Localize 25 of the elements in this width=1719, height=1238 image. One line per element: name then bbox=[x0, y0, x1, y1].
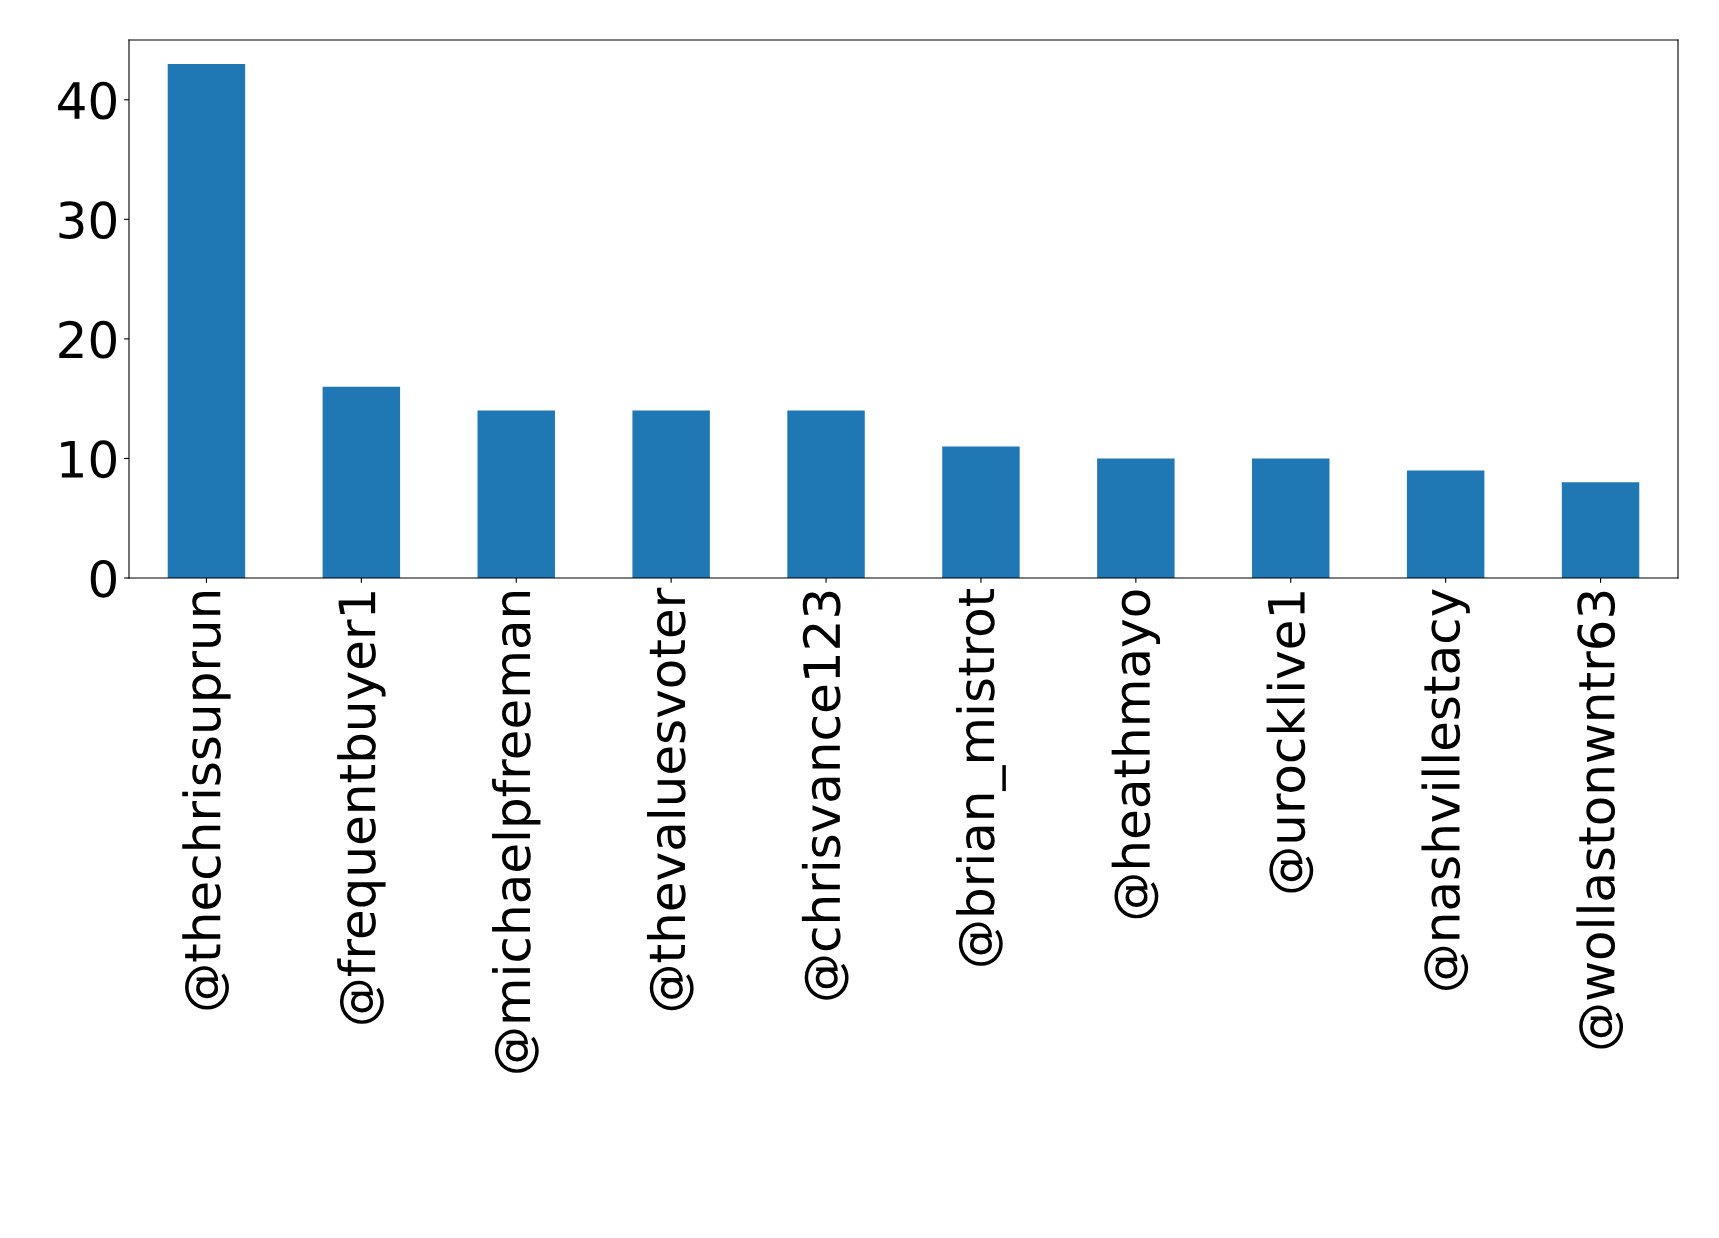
x-tick-label: @urocklive1 bbox=[1266, 592, 1314, 893]
x-tick-label: @chrisvance123 bbox=[801, 591, 849, 1000]
bar bbox=[477, 410, 555, 578]
x-tick-label: @thevaluesvoter bbox=[646, 587, 694, 1011]
x-tick-label: @frequentbuyer1 bbox=[337, 592, 386, 1024]
bar bbox=[632, 410, 710, 578]
y-tick-label: 40 bbox=[58, 81, 116, 120]
y-tick-label: 10 bbox=[61, 440, 116, 479]
bar bbox=[1561, 482, 1640, 578]
bar bbox=[1097, 458, 1175, 578]
x-tick-label: @brian_mistrot bbox=[956, 588, 1006, 966]
bar bbox=[1406, 470, 1485, 578]
bar bbox=[1252, 458, 1330, 578]
y-tick-label: 30 bbox=[59, 201, 116, 240]
x-tick-label: @thechrissuprun bbox=[182, 591, 231, 1010]
x-tick-label: @michaelpfreeman bbox=[492, 591, 541, 1073]
x-tick-label: @wollastonwntr63 bbox=[1576, 591, 1624, 1049]
x-tick-label: @nashvillestacy bbox=[1421, 589, 1470, 990]
bar bbox=[787, 410, 865, 578]
bar bbox=[167, 63, 246, 578]
bar bbox=[942, 446, 1020, 578]
bar bbox=[322, 386, 401, 578]
y-tick-label: 20 bbox=[59, 320, 116, 359]
y-tick-label: 0 bbox=[90, 559, 116, 598]
x-tick-label: @heathmayo bbox=[1111, 590, 1161, 919]
